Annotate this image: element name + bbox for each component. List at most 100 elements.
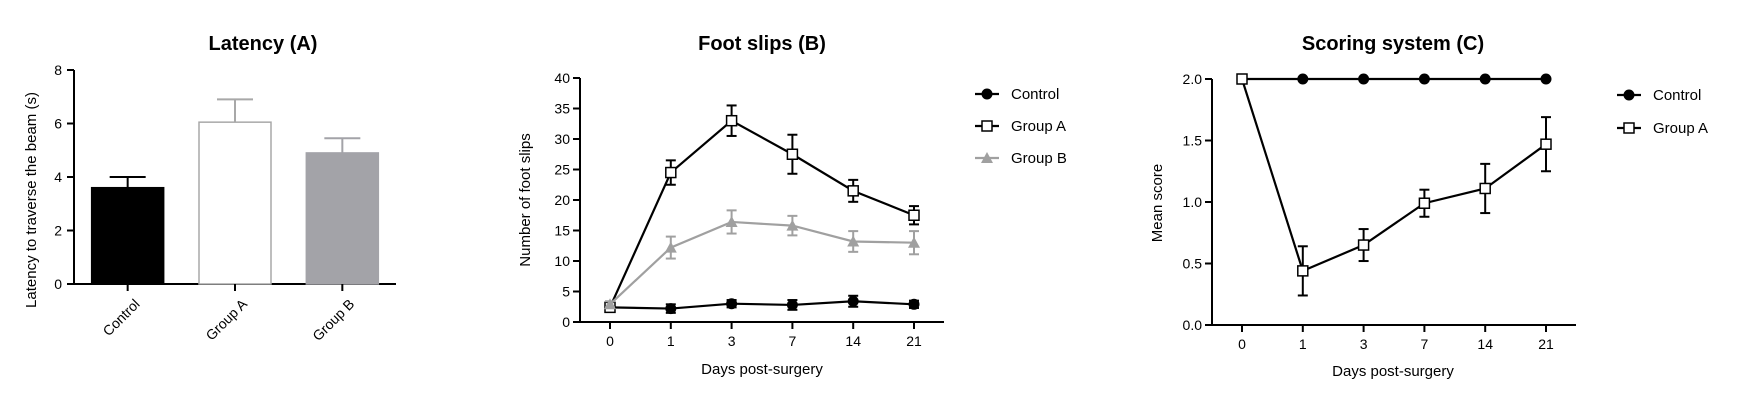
foot-slips-x-tick-label: 7 [789, 333, 797, 349]
scoring-legend-label: Control [1653, 87, 1701, 104]
scoring-y-tick-label: 0.0 [1183, 317, 1203, 333]
scoring-y-tick-label: 1.5 [1183, 133, 1203, 149]
scoring-point-group-a [1236, 73, 1248, 85]
scoring-x-tick-label: 7 [1421, 336, 1429, 352]
scoring-x-tick-label: 3 [1360, 336, 1368, 352]
scoring-point-control [1358, 73, 1370, 85]
foot-slips-y-tick-label: 15 [554, 223, 570, 239]
foot-slips-x-tick-label: 1 [667, 333, 675, 349]
foot-slips-point-control [847, 295, 859, 307]
latency-y-axis-label: Latency to traverse the beam (s) [23, 92, 40, 308]
foot-slips-point-group-b [664, 241, 677, 253]
foot-slips-marks: 0 5 10 15 20 25 30 35 40 0 1 3 7 14 21 Control Group A Gr… [554, 70, 1066, 349]
scoring-point-control [1297, 73, 1309, 85]
foot-slips-x-tick-label: 3 [728, 333, 736, 349]
scoring-point-control [1418, 73, 1430, 85]
foot-slips-point-group-a [665, 166, 677, 179]
scoring-legend-item-group-a: Group A [1617, 120, 1708, 137]
foot-slips-y-axis-label: Number of foot slips [517, 133, 534, 266]
foot-slips-line-group-b [609, 220, 915, 306]
foot-slips-point-group-a [847, 185, 859, 197]
scoring-point-group-a [1297, 265, 1309, 277]
foot-slips-point-group-b [604, 298, 616, 310]
latency-x-tick-label-control: Control [99, 296, 142, 339]
foot-slips-y-tick-label: 20 [554, 192, 570, 208]
latency-marks: 0 2 4 6 8 Control Group A Group B [54, 62, 396, 344]
scoring-point-control [1479, 73, 1491, 85]
foot-slips-point-control [908, 298, 920, 310]
foot-slips-point-control [665, 303, 677, 315]
foot-slips-line-control [609, 300, 915, 310]
latency-y-tick-label: 4 [54, 169, 62, 185]
scoring-point-group-a [1479, 182, 1491, 195]
scoring-marks: 0.0 0.5 1.0 1.5 2.0 0 1 3 7 14 21 Control Group A [1183, 71, 1709, 352]
foot-slips-line-group-a [608, 119, 915, 308]
latency-y-tick-label: 0 [54, 276, 62, 292]
scoring-y-tick-label: 0.5 [1183, 256, 1203, 272]
foot-slips-panel: Foot slips (B) Number of foot slips Days… [517, 33, 1067, 378]
foot-slips-legend-item-group-a: Group A [975, 118, 1066, 135]
foot-slips-point-group-b [847, 235, 860, 247]
bar-control [90, 186, 165, 285]
foot-slips-legend-label: Group B [1011, 150, 1067, 167]
foot-slips-x-tick-label: 0 [606, 333, 614, 349]
foot-slips-series-control [604, 294, 920, 315]
foot-slips-x-axis-label: Days post-surgery [701, 361, 823, 378]
foot-slips-point-group-b [908, 236, 920, 248]
foot-slips-y-tick-label: 10 [554, 253, 570, 269]
foot-slips-series-group-b [604, 209, 920, 310]
scoring-legend-item-control: Control [1617, 87, 1701, 104]
scoring-point-group-a [1540, 138, 1552, 150]
scoring-line-group-a [1240, 78, 1547, 273]
scoring-legend-marker [1623, 89, 1635, 101]
scoring-point-control [1540, 73, 1552, 85]
foot-slips-x-tick-label: 14 [845, 333, 861, 349]
scoring-series-control [1236, 73, 1552, 85]
scoring-x-tick-label: 21 [1538, 336, 1554, 352]
scoring-y-axis-label: Mean score [1149, 164, 1166, 242]
latency-y-tick-label: 6 [54, 116, 62, 132]
scoring-panel: Scoring system (C) Mean score Days post-… [1149, 33, 1708, 380]
latency-panel: Latency (A) Latency to traverse the beam… [23, 33, 396, 344]
bar-group-a [198, 121, 272, 285]
foot-slips-y-tick-label: 25 [554, 162, 570, 178]
latency-y-tick-label: 8 [54, 62, 62, 78]
latency-x-tick-label-group-a: Group A [202, 295, 250, 343]
foot-slips-point-group-b [725, 215, 738, 227]
scoring-legend-marker [1623, 122, 1635, 134]
scoring-x-tick-label: 14 [1477, 336, 1493, 352]
foot-slips-x-tick-label: 21 [906, 333, 922, 349]
bar-group-b [305, 152, 380, 285]
foot-slips-legend-marker [981, 120, 993, 132]
scoring-legend-label: Group A [1653, 120, 1708, 137]
foot-slips-point-control [726, 298, 738, 310]
latency-x-tick-label-group-b: Group B [309, 296, 357, 344]
foot-slips-y-tick-label: 5 [562, 284, 570, 300]
foot-slips-point-group-a [725, 114, 738, 127]
scoring-x-tick-label: 0 [1238, 336, 1246, 352]
foot-slips-legend-marker [981, 152, 993, 163]
foot-slips-series-group-a [604, 104, 920, 314]
foot-slips-point-group-b [786, 219, 799, 231]
foot-slips-point-control [786, 299, 798, 311]
latency-y-tick-label: 2 [54, 223, 62, 239]
foot-slips-y-tick-label: 40 [554, 70, 570, 86]
foot-slips-y-tick-label: 0 [562, 314, 570, 330]
foot-slips-point-group-a [786, 148, 799, 160]
foot-slips-point-group-a [908, 209, 920, 221]
foot-slips-y-tick-label: 35 [554, 101, 570, 117]
foot-slips-y-tick-label: 30 [554, 131, 570, 147]
foot-slips-legend-item-control: Control [975, 86, 1059, 103]
scoring-chart-title: Scoring system (C) [1302, 33, 1484, 55]
foot-slips-chart-title: Foot slips (B) [698, 33, 826, 55]
scoring-x-axis-label: Days post-surgery [1332, 363, 1454, 380]
foot-slips-legend-label: Control [1011, 86, 1059, 103]
scoring-x-tick-label: 1 [1299, 336, 1307, 352]
foot-slips-legend-marker [981, 88, 993, 100]
scoring-y-tick-label: 1.0 [1183, 194, 1203, 210]
scoring-point-group-a [1418, 197, 1431, 209]
scoring-point-group-a [1357, 239, 1370, 251]
latency-chart-title: Latency (A) [209, 33, 318, 55]
foot-slips-legend-item-group-b: Group B [975, 150, 1067, 167]
